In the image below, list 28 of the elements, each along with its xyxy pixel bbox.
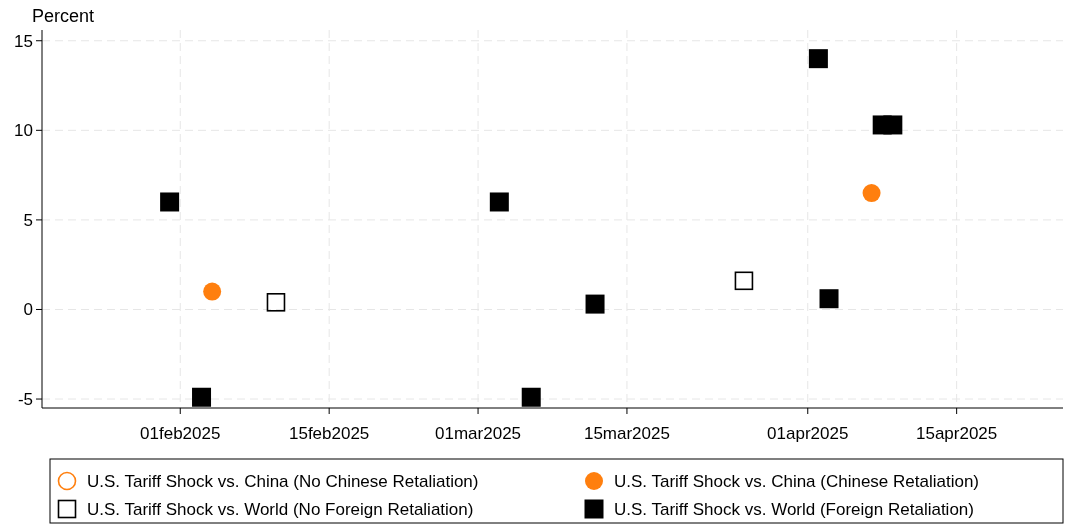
legend-label: U.S. Tariff Shock vs. World (Foreign Retaliation)	[614, 499, 974, 519]
legend-label: U.S. Tariff Shock vs. World (No Foreign Retaliation)	[87, 499, 474, 519]
legend-label: U.S. Tariff Shock vs. China (Chinese Retaliation)	[614, 471, 980, 491]
point	[808, 49, 828, 69]
y-tick-label: -5	[17, 389, 33, 409]
y-tick-label: 5	[23, 210, 33, 230]
x-tick-label: 15apr2025	[915, 424, 998, 443]
x-tick-label: 01apr2025	[767, 424, 849, 443]
x-tick-label: 01feb2025	[140, 424, 221, 443]
point	[192, 387, 212, 407]
x-tick-label: 15feb2025	[288, 424, 370, 443]
point	[521, 387, 541, 407]
y-tick-label: 15	[14, 31, 33, 51]
point	[160, 192, 180, 212]
legend-label: U.S. Tariff Shock vs. China (No Chinese Retaliation)	[87, 471, 479, 491]
point	[585, 294, 605, 314]
point	[203, 282, 222, 301]
y-axis-title: Percent	[32, 6, 95, 26]
point	[489, 192, 509, 212]
point	[862, 184, 881, 203]
point	[266, 293, 286, 312]
y-tick-label: 10	[14, 121, 33, 141]
point	[819, 289, 839, 309]
point	[883, 115, 903, 135]
x-tick-label: 15mar2025	[583, 424, 670, 443]
point	[734, 271, 754, 291]
y-tick-label: 0	[23, 300, 33, 320]
x-tick-label: 01mar2025	[435, 424, 522, 443]
